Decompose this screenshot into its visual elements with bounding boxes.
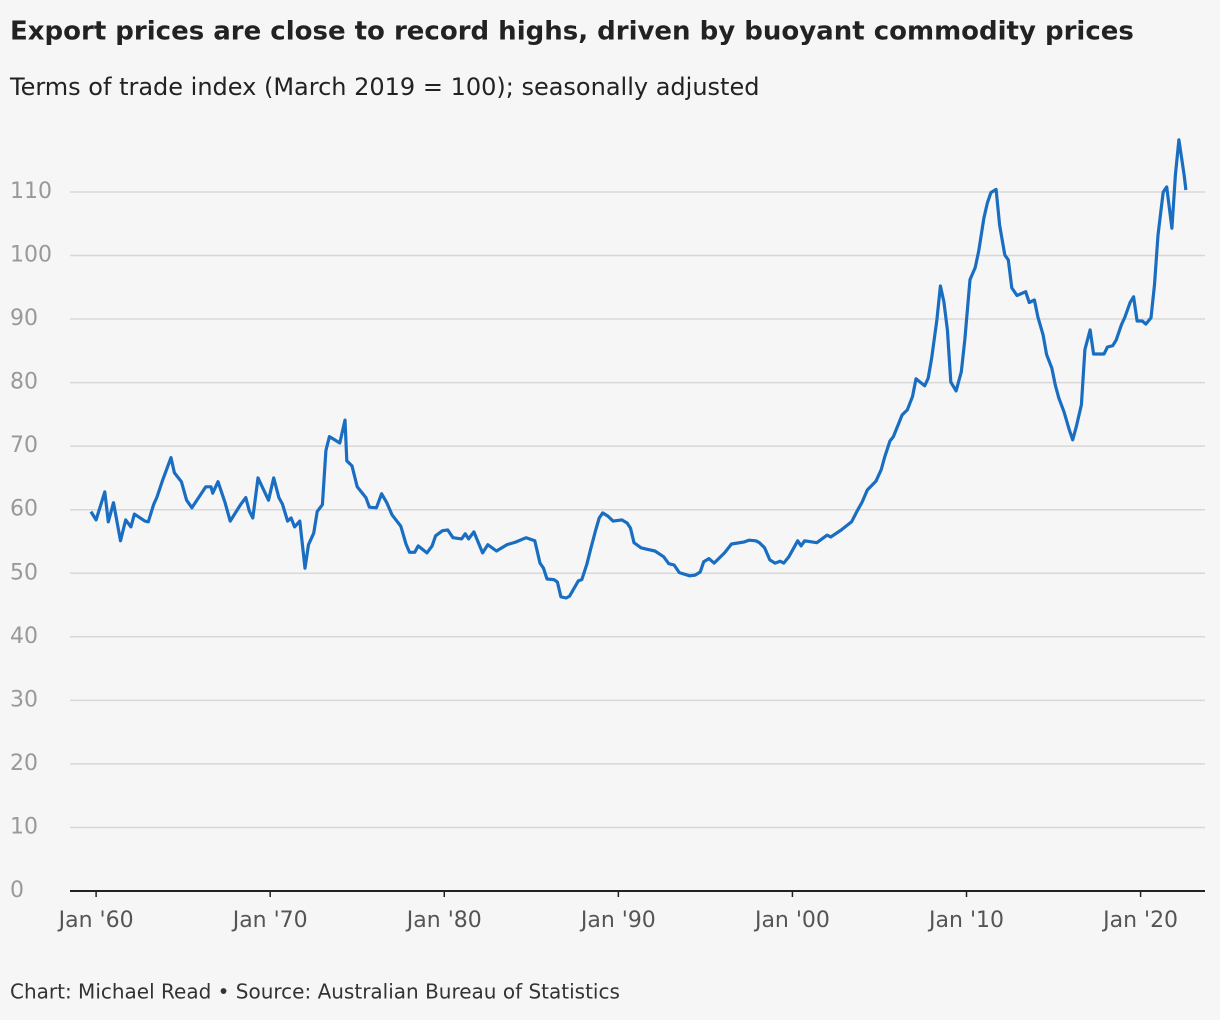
y-tick-label: 100 <box>10 243 52 268</box>
x-tick-label: Jan '10 <box>927 908 1004 933</box>
y-tick-label: 20 <box>10 751 38 776</box>
y-tick-label: 60 <box>10 497 38 522</box>
x-tick-label: Jan '00 <box>753 908 830 933</box>
series-line <box>89 138 1188 600</box>
chart-subtitle: Terms of trade index (March 2019 = 100);… <box>9 73 759 101</box>
y-tick-label: 80 <box>10 370 38 395</box>
x-tick-label: Jan '60 <box>57 908 134 933</box>
y-tick-label: 40 <box>10 624 38 649</box>
x-tick-label: Jan '20 <box>1101 908 1178 933</box>
x-tick-label: Jan '70 <box>231 908 308 933</box>
x-tick-label: Jan '90 <box>579 908 656 933</box>
y-tick-label: 50 <box>10 560 38 585</box>
y-tick-label: 30 <box>10 687 38 712</box>
x-tick-label: Jan '80 <box>405 908 482 933</box>
source: Chart: Michael Read • Source: Australian… <box>10 980 620 1004</box>
y-tick-label: 90 <box>10 306 38 331</box>
y-tick-label: 70 <box>10 433 38 458</box>
y-tick-label: 110 <box>10 179 52 204</box>
y-tick-label: 0 <box>10 878 24 903</box>
y-tick-label: 10 <box>10 814 38 839</box>
chart-title: Export prices are close to record highs,… <box>10 17 1134 47</box>
